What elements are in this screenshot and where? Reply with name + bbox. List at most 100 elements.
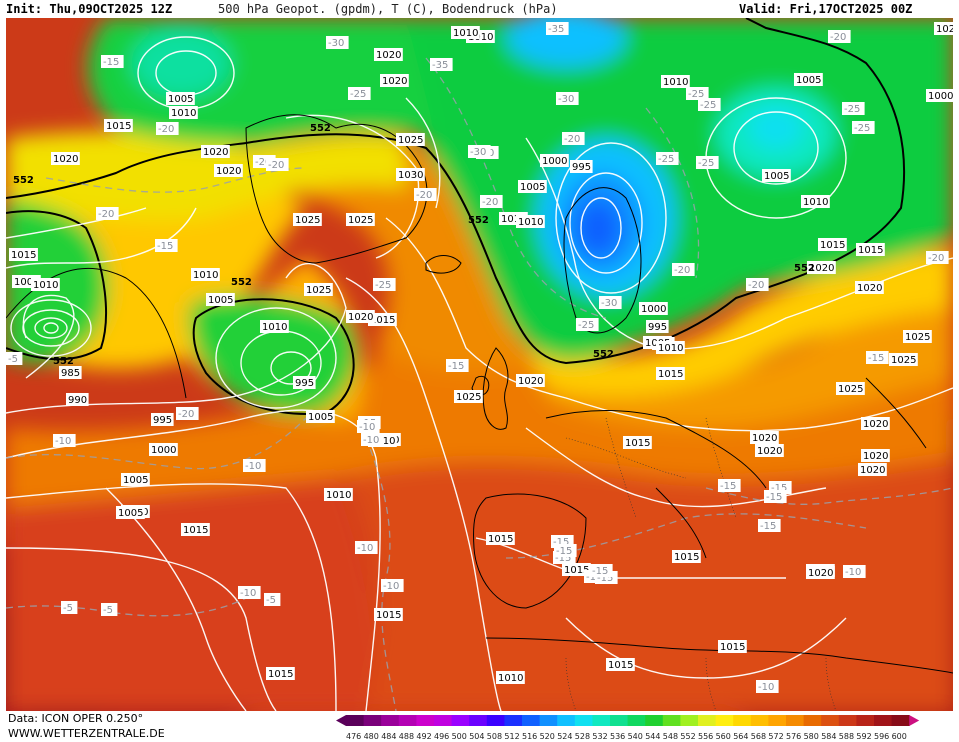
colorbar-tick-label: 512 (504, 732, 519, 741)
pressure-label: 1005 (762, 169, 791, 182)
svg-text:1010: 1010 (468, 32, 493, 43)
pressure-label: 1000 (149, 443, 178, 456)
temperature-label: -30 (599, 296, 622, 309)
svg-text:552: 552 (310, 123, 331, 134)
pressure-label: 1000 (540, 154, 569, 167)
svg-text:1015: 1015 (820, 240, 845, 251)
colorbar-tick-label: 576 (786, 732, 801, 741)
colorbar-cell (698, 715, 717, 726)
svg-text:-10: -10 (383, 581, 399, 592)
pressure-label: 1025 (889, 353, 918, 366)
pressure-label: 1010 (260, 320, 289, 333)
colorbar-tick-label: 508 (487, 732, 502, 741)
map-footer: Data: ICON OPER 0.250° WWW.WETTERZENTRAL… (0, 711, 959, 741)
isotherm-contours (6, 57, 953, 711)
svg-text:1025: 1025 (891, 355, 916, 366)
svg-text:-20: -20 (564, 134, 580, 145)
colorbar-tick-label: 484 (381, 732, 396, 741)
colorbar-cell (574, 715, 593, 726)
svg-text:-15: -15 (720, 481, 736, 492)
colorbar-cell (469, 715, 488, 726)
pressure-label: 1005 (794, 73, 823, 86)
svg-text:1015: 1015 (268, 669, 293, 680)
colorbar-tick-label: 528 (575, 732, 590, 741)
iceland-coast (425, 255, 462, 274)
svg-text:1020: 1020 (863, 419, 888, 430)
svg-text:995: 995 (153, 415, 172, 426)
svg-text:-25: -25 (688, 89, 704, 100)
pressure-label: 1010 (516, 215, 545, 228)
colorbar-tick-label: 556 (698, 732, 713, 741)
colorbar-cell (838, 715, 857, 726)
svg-text:1005: 1005 (308, 412, 333, 423)
pressure-label: 1015 (606, 658, 635, 671)
pressure-label: 1025 (903, 330, 932, 343)
svg-text:1020: 1020 (752, 433, 777, 444)
pressure-label: 1010 (324, 488, 353, 501)
temperature-label: -15 (155, 239, 178, 252)
svg-text:-10: -10 (359, 422, 375, 433)
geopotential-label: 552 (53, 356, 74, 367)
svg-text:1005: 1005 (520, 182, 545, 193)
svg-text:-20: -20 (98, 209, 114, 220)
pressure-label: 1020 (861, 449, 890, 462)
svg-text:-10: -10 (845, 567, 861, 578)
greenland-coast (245, 114, 428, 264)
temperature-label: -5 (6, 352, 23, 365)
svg-text:-15: -15 (592, 566, 608, 577)
data-source-label: Data: ICON OPER 0.250° (8, 712, 144, 725)
svg-text:-25: -25 (700, 100, 716, 111)
pressure-label: 995 (151, 413, 174, 426)
temperature-label: -10 (361, 433, 384, 446)
init-time-label: Init: Thu,09OCT2025 12Z (6, 2, 173, 16)
pressure-label: 1020 (346, 310, 375, 323)
svg-text:995: 995 (295, 378, 314, 389)
pressure-label: 1005 (116, 506, 145, 519)
svg-text:-20: -20 (158, 124, 174, 135)
colorbar-cell (715, 715, 734, 726)
svg-text:-25: -25 (375, 280, 391, 291)
svg-text:-25: -25 (350, 89, 366, 100)
svg-text:-15: -15 (766, 492, 782, 503)
colorbar-min-arrow (336, 715, 346, 726)
svg-text:-25: -25 (854, 123, 870, 134)
svg-text:1000: 1000 (928, 91, 953, 102)
colorbar-cell (434, 715, 453, 726)
temperature-label: -25 (852, 121, 875, 134)
pressure-label: 1015 (718, 640, 747, 653)
svg-text:-20: -20 (482, 197, 498, 208)
svg-text:1010: 1010 (453, 28, 478, 39)
svg-text:-10: -10 (245, 461, 261, 472)
svg-text:-10: -10 (758, 682, 774, 693)
colorbar-cell (398, 715, 417, 726)
svg-text:1015: 1015 (625, 438, 650, 449)
pressure-label: 1020 (380, 74, 409, 87)
colorbar-tick-label: 536 (610, 732, 625, 741)
pressure-label: 1020 (806, 566, 835, 579)
svg-text:1010: 1010 (658, 343, 683, 354)
temperature-label: -35 (546, 22, 569, 35)
temperature-label: -25 (842, 102, 865, 115)
colorbar-cell (750, 715, 769, 726)
pressure-label: 1010 (656, 341, 685, 354)
temperature-label: -30 (556, 92, 579, 105)
svg-text:552: 552 (231, 277, 252, 288)
pressure-label: 1005 (306, 410, 335, 423)
colorbar-cell (891, 715, 910, 726)
valid-time-label: Valid: Fri,17OCT2025 00Z (739, 2, 913, 16)
pressure-label: 1015 (181, 523, 210, 536)
pressure-label: 1005 (166, 92, 195, 105)
colorbar-cell (522, 715, 541, 726)
svg-text:-30: -30 (328, 38, 344, 49)
temperature-label: -25 (348, 87, 371, 100)
colorbar-cell (874, 715, 893, 726)
svg-text:-20: -20 (830, 32, 846, 43)
svg-text:1005: 1005 (118, 508, 143, 519)
colorbar-cell (557, 715, 576, 726)
svg-text:-15: -15 (868, 353, 884, 364)
pressure-label: 1015 (562, 563, 591, 576)
svg-text:1020: 1020 (860, 465, 885, 476)
temperature-label: -25 (576, 318, 599, 331)
pressure-label: 1020 (855, 281, 884, 294)
pressure-label: 1010 (801, 195, 830, 208)
